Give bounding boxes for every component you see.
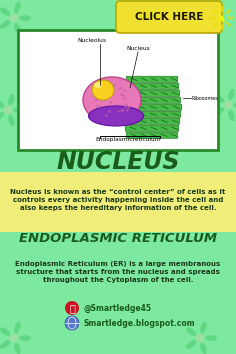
Ellipse shape <box>0 20 10 29</box>
Circle shape <box>196 334 204 342</box>
Ellipse shape <box>14 322 21 333</box>
Ellipse shape <box>19 335 31 341</box>
Text: Endoplasmicreticulum: Endoplasmicreticulum <box>95 137 161 143</box>
Ellipse shape <box>195 2 202 13</box>
Ellipse shape <box>14 23 21 34</box>
FancyBboxPatch shape <box>125 125 179 131</box>
Circle shape <box>191 14 199 22</box>
Ellipse shape <box>13 202 25 208</box>
Ellipse shape <box>14 343 21 354</box>
FancyBboxPatch shape <box>116 1 222 33</box>
Text: Nucleus is known as the “control center” of cells as it
controls every activity : Nucleus is known as the “control center”… <box>10 189 226 211</box>
FancyBboxPatch shape <box>123 97 181 103</box>
Text: Smartledge.blogspot.com: Smartledge.blogspot.com <box>83 319 195 327</box>
Text: @Smartledge45: @Smartledge45 <box>83 303 151 313</box>
Ellipse shape <box>13 107 25 113</box>
FancyBboxPatch shape <box>18 30 218 150</box>
FancyBboxPatch shape <box>124 118 180 124</box>
Ellipse shape <box>228 110 235 121</box>
Ellipse shape <box>181 7 191 16</box>
Circle shape <box>224 101 232 109</box>
Text: Ribosomes: Ribosomes <box>191 96 218 101</box>
Text: Nucleolus: Nucleolus <box>77 38 106 42</box>
Ellipse shape <box>214 94 224 103</box>
Ellipse shape <box>186 327 196 336</box>
Ellipse shape <box>0 194 4 203</box>
Circle shape <box>65 301 79 315</box>
Ellipse shape <box>19 15 31 21</box>
Ellipse shape <box>83 77 141 123</box>
Ellipse shape <box>8 210 15 221</box>
Ellipse shape <box>0 112 4 121</box>
Ellipse shape <box>200 15 212 21</box>
Text: Nucleus: Nucleus <box>126 46 150 51</box>
Ellipse shape <box>94 82 102 88</box>
Ellipse shape <box>92 80 114 100</box>
Ellipse shape <box>233 207 236 213</box>
Ellipse shape <box>205 335 217 341</box>
Text: NUCLEUS: NUCLEUS <box>56 150 180 174</box>
Ellipse shape <box>195 23 202 34</box>
FancyBboxPatch shape <box>124 90 180 96</box>
Text: CLICK HERE: CLICK HERE <box>135 12 203 22</box>
Ellipse shape <box>228 194 235 205</box>
Circle shape <box>10 334 18 342</box>
Ellipse shape <box>8 115 15 126</box>
FancyBboxPatch shape <box>126 132 178 138</box>
Ellipse shape <box>200 343 206 354</box>
Ellipse shape <box>8 94 15 105</box>
Circle shape <box>4 106 12 114</box>
Circle shape <box>224 206 232 214</box>
Ellipse shape <box>0 207 4 216</box>
Text: ⓟ: ⓟ <box>69 303 75 313</box>
Ellipse shape <box>186 340 196 349</box>
Ellipse shape <box>88 106 143 126</box>
Bar <box>0 172 236 232</box>
FancyBboxPatch shape <box>125 83 179 89</box>
Ellipse shape <box>214 107 224 116</box>
Ellipse shape <box>0 99 4 108</box>
Ellipse shape <box>214 199 224 208</box>
Ellipse shape <box>233 102 236 108</box>
Ellipse shape <box>200 322 206 333</box>
FancyBboxPatch shape <box>122 104 182 110</box>
Ellipse shape <box>0 327 10 336</box>
Text: Endoplasmic Reticulum (ER) is a large membranous
structure that starts from the : Endoplasmic Reticulum (ER) is a large me… <box>15 261 221 283</box>
Ellipse shape <box>214 212 224 221</box>
FancyBboxPatch shape <box>123 111 181 117</box>
Circle shape <box>10 14 18 22</box>
Ellipse shape <box>228 89 235 100</box>
Ellipse shape <box>228 215 235 226</box>
Ellipse shape <box>181 20 191 29</box>
Text: ENDOPLASMIC RETICULUM: ENDOPLASMIC RETICULUM <box>19 232 217 245</box>
Ellipse shape <box>0 340 10 349</box>
FancyBboxPatch shape <box>126 76 178 82</box>
Circle shape <box>65 316 79 330</box>
Circle shape <box>4 201 12 209</box>
Ellipse shape <box>8 189 15 200</box>
Ellipse shape <box>14 2 21 13</box>
Ellipse shape <box>0 7 10 16</box>
